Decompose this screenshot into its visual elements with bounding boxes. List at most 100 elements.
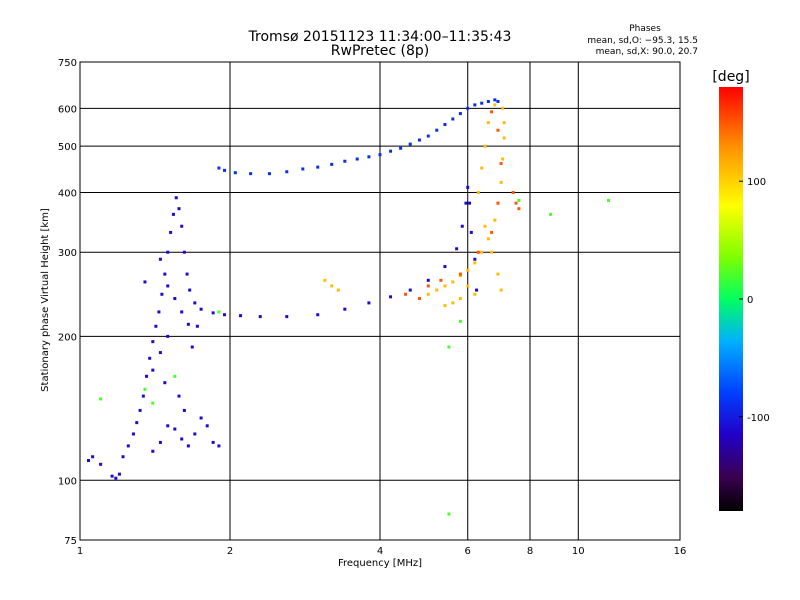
data-point [496, 201, 500, 205]
data-point [486, 237, 490, 241]
data-point [143, 387, 147, 391]
data-point [426, 292, 430, 296]
colorbar-ticks: 100 0 -100 [739, 177, 770, 424]
data-point [166, 334, 170, 338]
data-point [389, 149, 393, 153]
data-point [473, 261, 477, 265]
data-point [480, 101, 484, 105]
data-point [435, 128, 439, 132]
data-point [258, 315, 262, 319]
data-point [451, 280, 455, 284]
x-axis-ticks: 1 2 4 6 8 10 16 [77, 546, 687, 557]
data-point [443, 304, 447, 308]
data-point [439, 278, 443, 282]
data-point [408, 288, 412, 292]
data-point [343, 159, 347, 163]
data-point [323, 278, 327, 282]
data-point [499, 161, 503, 165]
data-point [607, 198, 611, 202]
data-point [493, 218, 497, 222]
data-point [499, 288, 503, 292]
colorbar-tick-label: 0 [747, 295, 753, 306]
data-point [458, 112, 462, 116]
data-point [460, 224, 464, 228]
data-point [486, 100, 490, 104]
x-axis-label: Frequency [MHz] [338, 558, 422, 569]
data-point [151, 401, 155, 405]
data-point [173, 374, 177, 378]
data-point [110, 474, 114, 478]
data-point [426, 278, 430, 282]
data-point [473, 103, 477, 107]
data-point [514, 201, 518, 205]
data-point [493, 103, 497, 107]
data-point [160, 292, 164, 296]
data-point [285, 170, 289, 174]
y-axis-label: Stationary phase Virtual Height [km] [40, 208, 51, 392]
data-point [154, 324, 158, 328]
y-tick-label: 600 [58, 104, 77, 115]
data-point [511, 190, 515, 194]
data-point [549, 212, 553, 216]
stats-line-o: mean, sd,O: −95.3, 15.5 [587, 36, 698, 46]
data-point [151, 368, 155, 372]
data-point [458, 319, 462, 323]
data-point [180, 310, 184, 314]
plot-frame [79, 61, 681, 541]
colorbar-tick-label: 100 [747, 177, 766, 188]
data-point [316, 165, 320, 169]
data-point [138, 408, 142, 412]
data-point [249, 172, 253, 176]
data-point [451, 117, 455, 121]
data-point [177, 394, 181, 398]
data-point [180, 224, 184, 228]
data-point [458, 272, 462, 276]
data-point [114, 476, 118, 480]
data-point [174, 196, 178, 200]
data-point [267, 172, 271, 176]
data-point [217, 444, 221, 448]
data-point [177, 207, 181, 211]
data-point [486, 121, 490, 125]
data-point [86, 458, 90, 462]
data-point [389, 295, 393, 299]
y-tick-label: 100 [58, 476, 77, 487]
data-point [239, 314, 243, 318]
data-point [447, 345, 451, 349]
data-point [443, 284, 447, 288]
stats-line-x: mean, sd,X: 90.0, 20.7 [596, 47, 698, 57]
x-tick-label: 10 [572, 546, 585, 557]
y-tick-label: 500 [58, 142, 77, 153]
data-point [408, 142, 412, 146]
x-tick-label: 2 [227, 546, 233, 557]
data-point [490, 230, 494, 234]
data-point [435, 288, 439, 292]
data-point [451, 301, 455, 305]
data-point [483, 224, 487, 228]
data-point [173, 427, 177, 431]
data-point [135, 421, 139, 425]
data-point [501, 106, 505, 110]
data-point [173, 297, 177, 301]
data-point [447, 512, 451, 516]
data-point [158, 440, 162, 444]
data-point [285, 315, 289, 319]
data-point [163, 272, 167, 276]
data-point [443, 123, 447, 127]
data-point [466, 284, 470, 288]
data-point [151, 340, 155, 344]
data-point [468, 201, 472, 205]
data-point [426, 284, 430, 288]
x-tick-label: 16 [674, 546, 687, 557]
data-point [166, 424, 170, 428]
data-point [180, 437, 184, 441]
x-tick-label: 6 [465, 546, 471, 557]
data-point [211, 311, 215, 315]
data-point [378, 153, 382, 157]
data-point [458, 274, 462, 278]
data-point [469, 230, 473, 234]
data-point [190, 345, 194, 349]
chart-subtitle: RwPretec (8p) [331, 43, 429, 59]
data-point [466, 106, 470, 110]
data-point [195, 324, 199, 328]
